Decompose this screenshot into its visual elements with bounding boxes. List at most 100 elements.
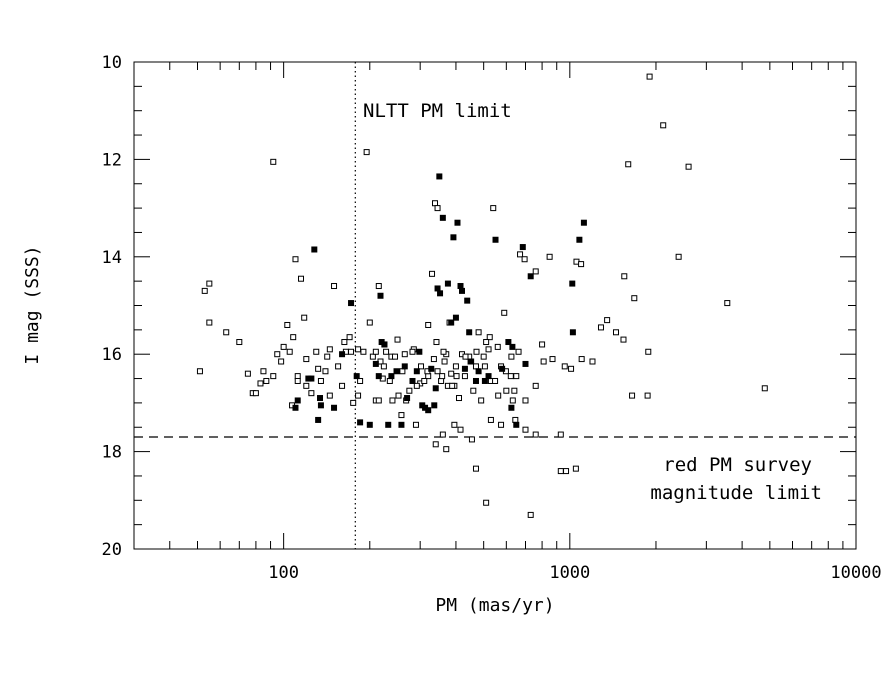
nltt-pm-limit-annotation: NLTT PM limit — [363, 100, 512, 122]
open-square-point — [363, 149, 370, 156]
open-square-point — [315, 365, 322, 372]
filled-square-point — [454, 219, 461, 226]
open-square-point — [625, 161, 632, 168]
open-square-point — [527, 511, 534, 518]
open-square-point — [724, 300, 731, 307]
filled-square-point — [432, 385, 439, 392]
open-square-point — [501, 309, 508, 316]
open-square-point — [473, 348, 480, 355]
open-square-point — [236, 339, 243, 346]
open-square-point — [366, 319, 373, 326]
open-square-point — [263, 377, 270, 384]
open-square-point — [449, 382, 456, 389]
open-square-point — [301, 314, 308, 321]
open-square-point — [480, 353, 487, 360]
open-square-point — [432, 200, 439, 207]
open-square-point — [481, 363, 488, 370]
open-square-point — [478, 397, 485, 404]
open-square-point — [429, 270, 436, 277]
open-square-point — [515, 348, 522, 355]
open-square-point — [521, 256, 528, 263]
filled-square-point — [353, 373, 360, 380]
open-square-point — [346, 334, 353, 341]
open-square-point — [317, 377, 324, 384]
open-square-point — [621, 273, 628, 280]
filled-square-point — [522, 360, 529, 367]
y-axis-label: I mag (SSS) — [22, 245, 43, 364]
open-square-point — [389, 397, 396, 404]
filled-square-point — [311, 246, 318, 253]
open-square-point — [430, 356, 437, 363]
open-square-point — [372, 348, 379, 355]
open-square-point — [357, 377, 364, 384]
x-axis-label: PM (mas/yr) — [435, 595, 554, 616]
filled-square-point — [527, 273, 534, 280]
open-square-point — [557, 468, 564, 475]
open-square-point — [386, 377, 393, 384]
open-square-point — [413, 382, 420, 389]
open-square-point — [604, 317, 611, 324]
y-tick-label: 18 — [102, 443, 122, 463]
open-square-point — [308, 390, 315, 397]
open-square-point — [620, 336, 627, 343]
open-square-point — [485, 346, 492, 353]
open-square-point — [432, 441, 439, 448]
open-square-point — [201, 287, 208, 294]
y-tick-label: 14 — [102, 248, 122, 268]
filled-square-point — [393, 368, 400, 375]
filled-square-point — [481, 377, 488, 384]
open-square-point — [456, 395, 463, 402]
data-points — [196, 73, 768, 518]
open-square-point — [375, 397, 382, 404]
reference-lines — [134, 62, 856, 549]
filled-square-point — [357, 419, 364, 426]
open-square-point — [439, 373, 446, 380]
open-square-point — [507, 373, 514, 380]
open-square-point — [394, 336, 401, 343]
filled-square-point — [413, 368, 420, 375]
filled-square-point — [317, 402, 324, 409]
open-square-point — [284, 321, 291, 328]
open-square-point — [270, 373, 277, 380]
open-square-point — [457, 426, 464, 433]
open-square-point — [355, 346, 362, 353]
open-square-point — [399, 368, 406, 375]
open-square-point — [685, 163, 692, 170]
open-square-point — [270, 158, 277, 165]
filled-square-point — [508, 404, 515, 411]
open-square-point — [252, 390, 259, 397]
filled-square-point — [569, 280, 576, 287]
open-square-point — [475, 329, 482, 336]
open-square-point — [494, 343, 501, 350]
open-square-point — [568, 365, 575, 372]
filled-square-point — [499, 365, 506, 372]
open-square-point — [443, 446, 450, 453]
open-square-point — [517, 251, 524, 258]
open-square-point — [425, 373, 432, 380]
filled-square-point — [439, 214, 446, 221]
open-square-point — [470, 387, 477, 394]
filled-square-point — [466, 329, 473, 336]
open-square-point — [645, 348, 652, 355]
x-tick-label: 1000 — [549, 563, 590, 583]
open-square-point — [401, 351, 408, 358]
open-square-point — [335, 363, 342, 370]
filled-square-point — [505, 339, 512, 346]
filled-square-point — [409, 377, 416, 384]
open-square-point — [511, 387, 518, 394]
open-square-point — [644, 392, 651, 399]
open-square-point — [646, 73, 653, 80]
filled-square-point — [331, 404, 338, 411]
open-square-point — [294, 373, 301, 380]
filled-square-point — [372, 360, 379, 367]
y-tick-label: 10 — [102, 53, 122, 73]
open-square-point — [462, 353, 469, 360]
open-square-point — [322, 368, 329, 375]
open-square-point — [589, 358, 596, 365]
x-tick-label: 10000 — [830, 563, 881, 583]
open-square-point — [280, 343, 287, 350]
open-square-point — [375, 283, 382, 290]
magnitude-limit-annotation: magnitude limit — [650, 482, 822, 504]
filled-square-point — [348, 300, 355, 307]
filled-square-point — [315, 416, 322, 423]
